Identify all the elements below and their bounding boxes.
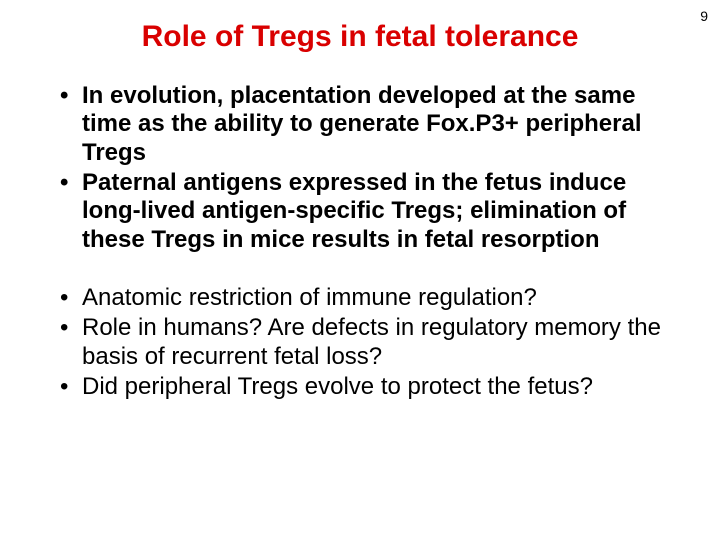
list-item: Did peripheral Tregs evolve to protect t… bbox=[60, 373, 682, 401]
spacer bbox=[38, 256, 682, 284]
slide-title: Role of Tregs in fetal tolerance bbox=[38, 20, 682, 54]
bullet-group-questions: Anatomic restriction of immune regulatio… bbox=[38, 284, 682, 401]
list-item: Role in humans? Are defects in regulator… bbox=[60, 314, 682, 371]
list-item: In evolution, placentation developed at … bbox=[60, 82, 682, 167]
bullet-group-main: In evolution, placentation developed at … bbox=[38, 82, 682, 254]
page-number: 9 bbox=[700, 8, 708, 24]
list-item: Anatomic restriction of immune regulatio… bbox=[60, 284, 682, 312]
list-item: Paternal antigens expressed in the fetus… bbox=[60, 169, 682, 254]
